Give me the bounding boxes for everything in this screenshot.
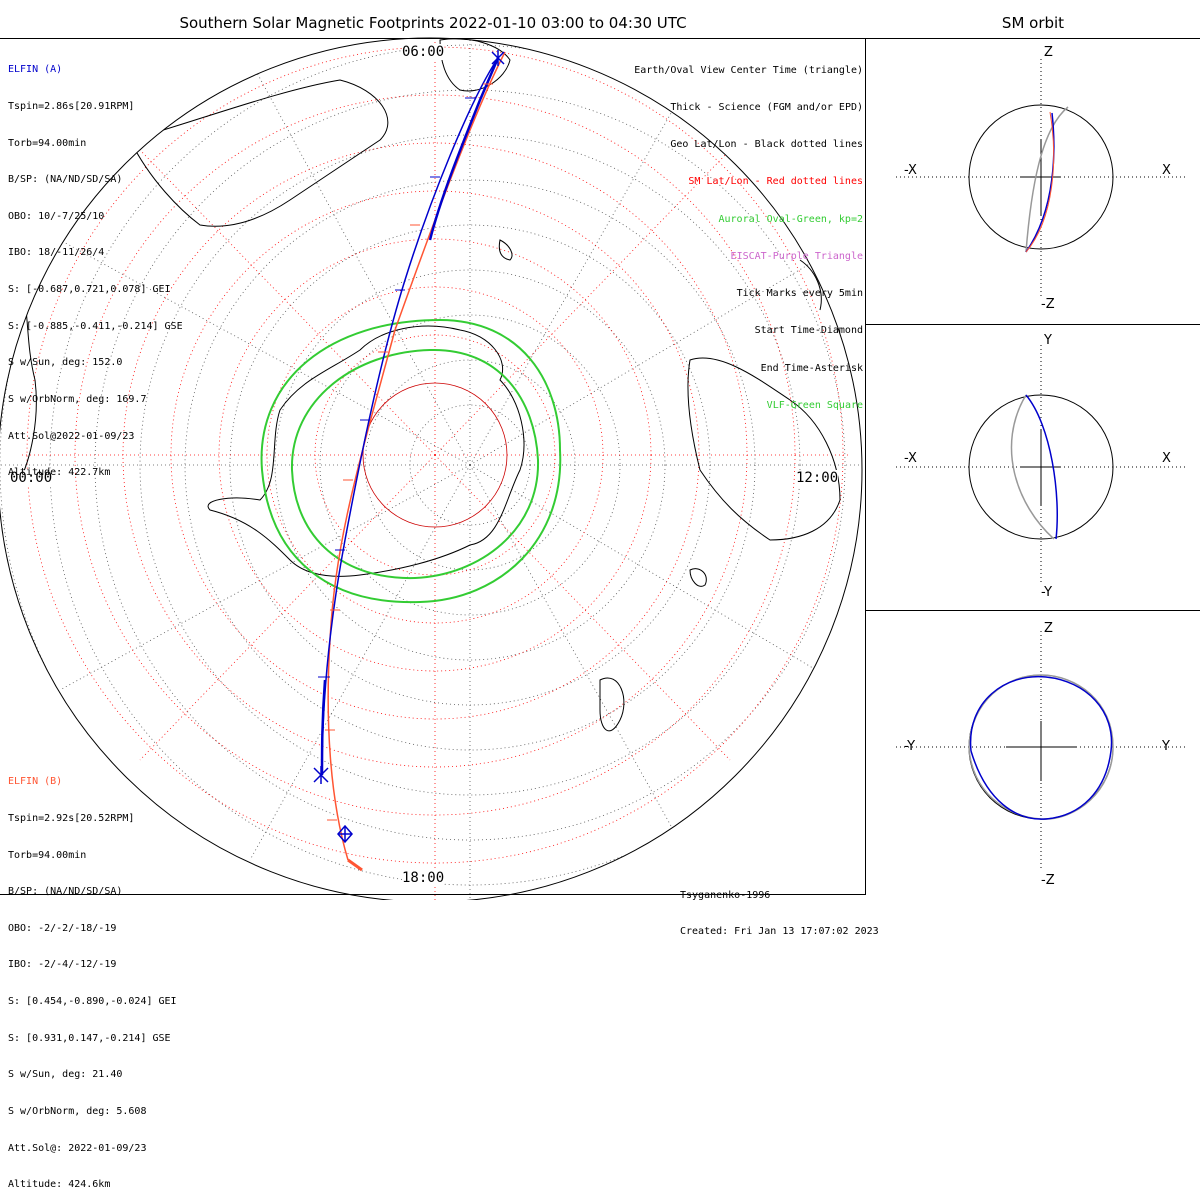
created-timestamp: Created: Fri Jan 13 17:07:02 2023 — [680, 926, 879, 937]
start-diamond-icon — [337, 824, 353, 844]
panel1-top-label: Z — [1044, 45, 1053, 60]
elfin-a-name: ELFIN (A) — [8, 64, 63, 76]
mlt-label-bottom: 18:00 — [402, 870, 445, 886]
panel3-top-label: Z — [1044, 621, 1053, 636]
end-asterisk-icon — [313, 766, 329, 784]
elfin-b-name: ELFIN (B) — [8, 776, 63, 788]
panel1-left-label: -X — [904, 163, 917, 178]
elfin-a-line: Altitude: 422.7km — [8, 467, 111, 479]
sm-orbit-panel-xz: Z -Z -X X — [866, 38, 1200, 325]
panel2-left-label: -X — [904, 451, 917, 466]
orbit-xz-plot — [896, 59, 1186, 299]
elfin-b-line: S w/Sun, deg: 21.40 — [8, 1069, 123, 1081]
elfin-a-line: B/SP: (NA/ND/SD/SA) — [8, 174, 123, 186]
panel1-bottom-label: -Z — [1041, 297, 1055, 312]
panel2-bottom-label: -Y — [1041, 585, 1053, 600]
tick-marks-b — [325, 83, 493, 821]
elfin-a-line: S: [-0.885,-0.411,-0.214] GSE — [8, 320, 183, 332]
elfin-a-info: ELFIN (A) Tspin=2.86s[20.91RPM] Torb=94.… — [8, 40, 183, 492]
sm-orbit-panel-xy: Y -Y -X X — [866, 324, 1200, 611]
panel-divider — [865, 38, 866, 895]
legend-item: Start Time-Diamond — [754, 325, 863, 337]
elfin-a-line: Tspin=2.86s[20.91RPM] — [8, 101, 135, 113]
mlt-label-right: 12:00 — [796, 470, 839, 486]
panel2-right-label: X — [1162, 451, 1171, 466]
elfin-a-line: OBO: 10/-7/25/10 — [8, 210, 105, 222]
legend-item: Earth/Oval View Center Time (triangle) — [634, 64, 863, 76]
sm-grid — [20, 38, 850, 900]
elfin-a-track — [320, 57, 500, 776]
orbit-xy-plot — [896, 345, 1186, 585]
footer: Tsyganenko-1996 Created: Fri Jan 13 17:0… — [680, 866, 879, 950]
polar-footprint-map — [0, 37, 863, 900]
auroral-oval — [260, 318, 562, 604]
mlt-label-left: 00:00 — [10, 470, 53, 486]
legend-item: EISCAT-Purple Triangle — [730, 250, 863, 262]
elfin-a-line: Torb=94.00min — [8, 137, 87, 149]
legend-item: Auroral Oval-Green, kp=2 — [718, 213, 864, 225]
legend-item: Thick - Science (FGM and/or EPD) — [670, 102, 863, 114]
legend-item: End Time-Asterisk — [760, 362, 863, 374]
elfin-b-line: Tspin=2.92s[20.52RPM] — [8, 813, 135, 825]
legend-item: SM Lat/Lon - Red dotted lines — [688, 176, 863, 188]
elfin-b-line: B/SP: (NA/ND/SD/SA) — [8, 886, 123, 898]
elfin-b-line: Att.Sol@: 2022-01-09/23 — [8, 1142, 147, 1154]
elfin-a-line: Att.Sol@2022-01-09/23 — [8, 430, 135, 442]
legend-item: Tick Marks every 5min — [736, 288, 863, 300]
elfin-b-line: S: [0.931,0.147,-0.214] GSE — [8, 1032, 171, 1044]
elfin-b-line: Torb=94.00min — [8, 849, 87, 861]
elfin-b-info: ELFIN (B) Tspin=2.92s[20.52RPM] Torb=94.… — [8, 752, 177, 1204]
geo-grid — [0, 38, 862, 900]
map-bottom-border — [0, 894, 866, 895]
map-top-border — [0, 38, 866, 39]
elfin-a-line: S w/OrbNorm, deg: 169.7 — [8, 393, 147, 405]
panel1-right-label: X — [1162, 163, 1171, 178]
model-name: Tsyganenko-1996 — [680, 890, 771, 901]
orbit-yz-plot — [896, 631, 1186, 871]
sm-orbit-panel-yz: Z -Z -Y Y — [866, 610, 1200, 901]
legend-item: Geo Lat/Lon - Black dotted lines — [670, 139, 863, 151]
page-title: Southern Solar Magnetic Footprints 2022-… — [179, 14, 687, 32]
end-asterisk-icon-top — [491, 50, 505, 66]
sm-orbit-title: SM orbit — [1001, 14, 1065, 32]
elfin-b-line: IBO: -2/-4/-12/-19 — [8, 959, 117, 971]
tick-marks — [318, 97, 475, 678]
legend-item: VLF-Green Square — [766, 399, 863, 411]
mlt-label-top: 06:00 — [402, 44, 445, 60]
legend: Earth/Oval View Center Time (triangle) T… — [634, 40, 863, 425]
panel3-right-label: Y — [1162, 739, 1170, 754]
panel3-bottom-label: -Z — [1041, 873, 1055, 888]
elfin-a-line: S w/Sun, deg: 152.0 — [8, 357, 123, 369]
elfin-b-line: OBO: -2/-2/-18/-19 — [8, 922, 117, 934]
elfin-b-track — [327, 51, 506, 872]
elfin-a-line: IBO: 18/-11/26/4 — [8, 247, 105, 259]
panel2-top-label: Y — [1044, 333, 1052, 348]
elfin-b-line: Altitude: 424.6km — [8, 1179, 111, 1191]
panel3-left-label: -Y — [904, 739, 916, 754]
elfin-a-line: S: [-0.687,0.721,0.078] GEI — [8, 284, 171, 296]
elfin-b-line: S: [0.454,-0.890,-0.024] GEI — [8, 996, 177, 1008]
elfin-b-line: S w/OrbNorm, deg: 5.608 — [8, 1105, 147, 1117]
